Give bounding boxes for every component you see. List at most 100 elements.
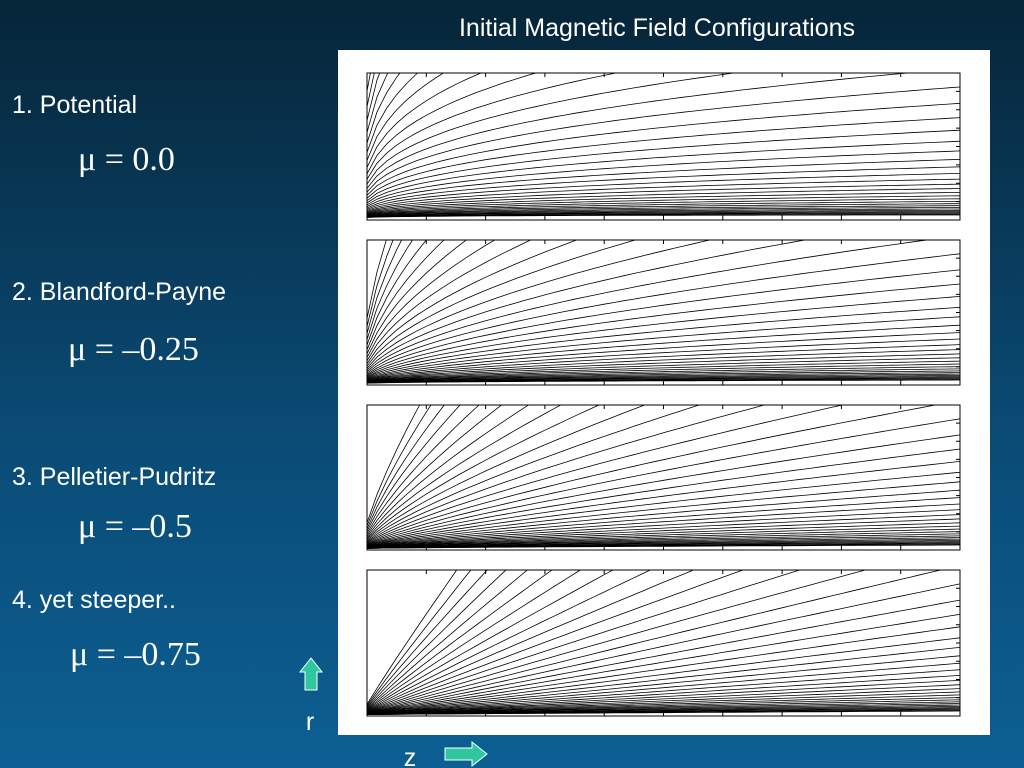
- field-line: [367, 471, 960, 547]
- item-label: 3. Pelletier-Pudritz: [12, 463, 216, 491]
- field-line: [367, 497, 960, 548]
- field-line: [367, 211, 960, 218]
- z-arrow: [444, 740, 488, 768]
- field-line: [367, 675, 960, 715]
- field-line: [367, 531, 960, 549]
- field-line: [367, 570, 553, 710]
- field-line: [367, 418, 960, 545]
- field-line: [367, 183, 960, 212]
- field-line: [367, 570, 488, 707]
- field-line: [367, 240, 532, 362]
- field-line: [367, 461, 960, 547]
- item-label: 4. yet steeper..: [12, 586, 176, 614]
- field-line: [367, 86, 960, 193]
- field-line: [367, 150, 960, 206]
- field-line: [367, 140, 960, 204]
- field-line: [367, 102, 960, 196]
- field-line: [367, 198, 960, 215]
- field-line: [367, 368, 960, 383]
- field-line: [367, 405, 600, 540]
- field-line: [367, 680, 960, 715]
- field-line: [367, 366, 960, 383]
- r-label: r: [306, 708, 314, 736]
- field-line: [367, 655, 960, 715]
- field-line: [367, 570, 943, 714]
- field-line: [367, 283, 960, 376]
- field-line: [367, 522, 960, 549]
- field-line: [367, 570, 695, 712]
- field-line: [367, 73, 912, 189]
- field-line: [367, 691, 960, 715]
- field-line: [367, 525, 960, 549]
- field-line: [367, 375, 960, 384]
- field-line: [367, 349, 960, 382]
- field-line: [367, 173, 960, 210]
- field-line: [367, 373, 960, 384]
- field-line: [367, 405, 938, 545]
- field-line: [367, 626, 960, 714]
- field-line: [367, 405, 845, 544]
- field-line: [367, 73, 538, 175]
- field-line: [367, 570, 582, 711]
- field-line: [367, 240, 637, 367]
- field-line: [367, 481, 960, 547]
- field-line: [367, 192, 960, 214]
- field-line: [367, 166, 960, 209]
- field-line: [367, 353, 960, 382]
- z-label: z: [404, 744, 417, 768]
- field-line: [367, 207, 960, 217]
- field-line: [367, 372, 960, 383]
- field-line: [367, 570, 745, 713]
- field-line: [367, 570, 614, 711]
- field-line: [367, 684, 960, 715]
- field-line: [367, 73, 482, 168]
- field-line: [367, 240, 930, 373]
- field-line: [367, 201, 960, 216]
- field-line: [367, 509, 960, 548]
- field-line: [367, 240, 578, 364]
- field-line: [367, 212, 960, 218]
- field-line: [367, 209, 960, 217]
- field-line: [367, 697, 960, 715]
- field-line: [367, 514, 960, 548]
- field-line: [367, 662, 960, 715]
- field-line: [367, 405, 503, 536]
- field-line: [367, 434, 960, 546]
- field-line: [367, 360, 960, 383]
- panels: [366, 72, 961, 717]
- field-line: [367, 240, 808, 371]
- field-line: [367, 296, 960, 377]
- field-line: [367, 599, 960, 714]
- field-line: [367, 613, 960, 714]
- title: Initial Magnetic Field Configurations: [459, 14, 855, 42]
- field-line: [367, 405, 562, 539]
- field-line: [367, 205, 960, 217]
- field-line: [367, 213, 960, 218]
- field-line: [367, 669, 960, 715]
- field-line: [367, 405, 701, 542]
- field-line: [367, 324, 960, 380]
- field-line: [367, 405, 480, 534]
- field-line: [367, 370, 960, 383]
- field-line: [367, 195, 960, 215]
- field-line: [367, 178, 960, 211]
- field-line: [367, 316, 960, 379]
- field-line: [367, 338, 960, 381]
- field-line: [367, 583, 960, 714]
- field-line: [367, 129, 960, 202]
- field-line: [367, 518, 960, 548]
- field-line: [367, 637, 960, 714]
- field-line: [367, 117, 960, 199]
- field-line: [367, 203, 960, 216]
- field-line: [367, 208, 960, 217]
- field-line: [367, 405, 530, 538]
- field-line: [367, 570, 867, 713]
- field-line: [367, 332, 960, 380]
- figure-background: [338, 50, 990, 735]
- field-line: [367, 240, 712, 369]
- field-line: [367, 533, 960, 549]
- field-line: [367, 269, 960, 375]
- field-line: [367, 363, 960, 383]
